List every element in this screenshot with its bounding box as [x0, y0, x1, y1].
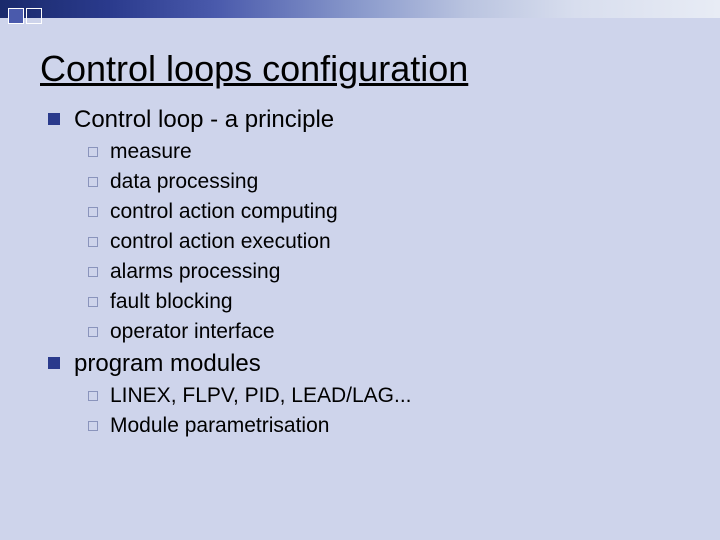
hollow-square-bullet-icon — [88, 297, 98, 307]
sub-list: measure data processing control action c… — [40, 140, 680, 344]
hollow-square-bullet-icon — [88, 327, 98, 337]
decoration-square-filled — [8, 8, 24, 24]
list-item: Control loop - a principle measure data … — [40, 106, 680, 344]
level1-label: program modules — [74, 350, 261, 378]
list-item: data processing — [88, 170, 680, 194]
header-gradient-bar — [0, 0, 720, 18]
list-item: measure — [88, 140, 680, 164]
list-item: program modules LINEX, FLPV, PID, LEAD/L… — [40, 350, 680, 438]
list-item: control action execution — [88, 230, 680, 254]
hollow-square-bullet-icon — [88, 177, 98, 187]
hollow-square-bullet-icon — [88, 421, 98, 431]
hollow-square-bullet-icon — [88, 237, 98, 247]
list-item: alarms processing — [88, 260, 680, 284]
list-item: fault blocking — [88, 290, 680, 314]
list-item: LINEX, FLPV, PID, LEAD/LAG... — [88, 384, 680, 408]
square-bullet-icon — [48, 357, 60, 369]
hollow-square-bullet-icon — [88, 207, 98, 217]
hollow-square-bullet-icon — [88, 391, 98, 401]
slide-title: Control loops configuration — [40, 48, 680, 90]
list-item: Module parametrisation — [88, 414, 680, 438]
level2-label: measure — [110, 140, 192, 164]
level2-label: fault blocking — [110, 290, 233, 314]
level2-label: LINEX, FLPV, PID, LEAD/LAG... — [110, 384, 412, 408]
corner-decoration — [8, 8, 42, 24]
hollow-square-bullet-icon — [88, 147, 98, 157]
slide-content: Control loops configuration Control loop… — [0, 18, 720, 464]
level2-label: data processing — [110, 170, 258, 194]
level2-label: control action execution — [110, 230, 331, 254]
level2-label: control action computing — [110, 200, 338, 224]
square-bullet-icon — [48, 113, 60, 125]
level2-label: Module parametrisation — [110, 414, 329, 438]
sub-list: LINEX, FLPV, PID, LEAD/LAG... Module par… — [40, 384, 680, 438]
level1-label: Control loop - a principle — [74, 106, 334, 134]
decoration-square-outline — [26, 8, 42, 24]
level2-label: alarms processing — [110, 260, 280, 284]
bullet-list: Control loop - a principle measure data … — [40, 106, 680, 438]
list-item: operator interface — [88, 320, 680, 344]
list-item: control action computing — [88, 200, 680, 224]
level2-label: operator interface — [110, 320, 275, 344]
hollow-square-bullet-icon — [88, 267, 98, 277]
